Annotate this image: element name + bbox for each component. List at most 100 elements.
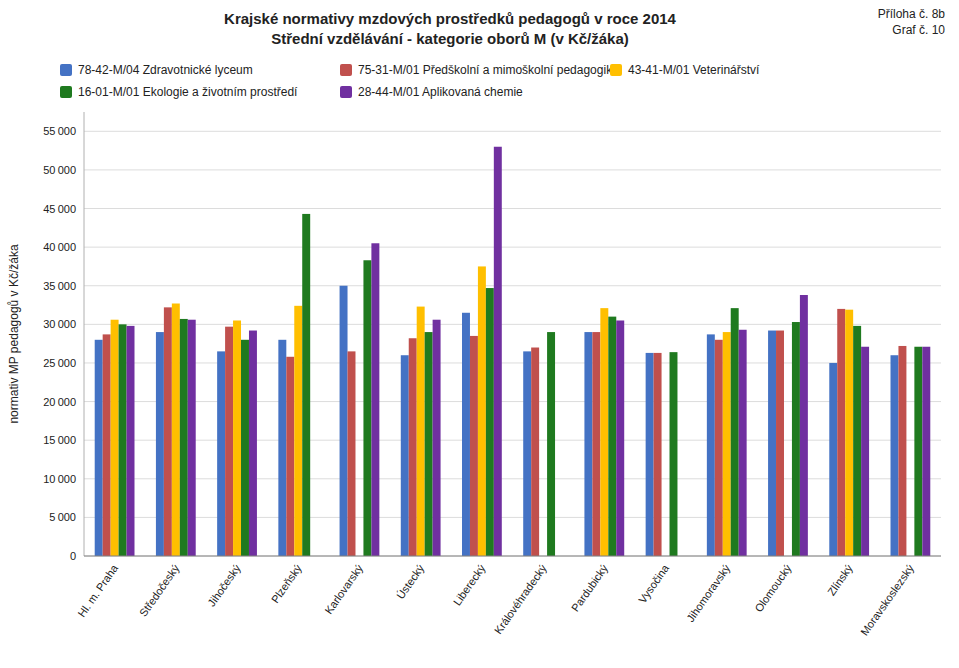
legend-label: 78-42-M/04 Zdravotnické lyceum (78, 63, 253, 77)
bar (861, 347, 869, 556)
grid-line (84, 169, 941, 170)
grid-line (84, 362, 941, 363)
y-axis-label: normativ MP pedagogů v Kč/žáka (7, 244, 21, 424)
bar (217, 351, 225, 556)
bar (486, 288, 494, 556)
grid-line (84, 440, 941, 441)
x-axis-line (84, 556, 941, 557)
bar (470, 336, 478, 556)
bar (898, 346, 906, 556)
legend-label: 75-31-M/01 Předškolní a mimoškolní pedag… (358, 63, 619, 77)
grid-line (84, 517, 941, 518)
bar (914, 347, 922, 556)
x-tick-label: Moravskoslezský (858, 562, 916, 638)
bar (241, 340, 249, 556)
y-tick-label: 35 000 (43, 280, 76, 292)
legend-swatch (610, 64, 622, 76)
bar (103, 334, 111, 556)
x-axis: Hl. m. PrahaStředočeskýJihočeskýPlzeňský… (75, 556, 941, 638)
grid-line (84, 208, 941, 209)
legend: 78-42-M/04 Zdravotnické lyceum 75-31-M/01… (60, 63, 760, 99)
bar (188, 320, 196, 556)
legend-swatch (60, 64, 72, 76)
header-note: Příloha č. 8b (878, 7, 946, 21)
bar (409, 338, 417, 556)
bar (156, 332, 164, 556)
x-tick-label: Vysočina (636, 562, 672, 606)
x-tick-label: Jihočeský (205, 562, 243, 609)
grid-line (84, 324, 941, 325)
bar (417, 307, 425, 556)
x-tick-label: Hl. m. Praha (75, 562, 120, 620)
bar (776, 331, 784, 556)
bar (853, 326, 861, 556)
y-axis-line (84, 112, 85, 556)
y-tick-label: 20 000 (43, 396, 76, 408)
legend-label: 16-01-M/01 Ekologie a životním prostředí (78, 85, 298, 99)
y-tick-label: 15 000 (43, 434, 76, 446)
y-tick-label: 5 000 (49, 511, 76, 523)
bar (523, 351, 531, 556)
bar (119, 324, 127, 556)
bar (425, 332, 433, 556)
y-tick-label: 0 (70, 550, 76, 562)
bar (608, 317, 616, 556)
bar (731, 308, 739, 556)
series (119, 214, 923, 556)
y-tick-label: 10 000 (43, 473, 76, 485)
x-tick-label: Plzeňský (269, 562, 304, 605)
y-tick-label: 30 000 (43, 318, 76, 330)
bar (922, 347, 930, 556)
x-tick-label: Královéhradecký (492, 562, 549, 636)
bar (127, 326, 135, 556)
bar (646, 353, 654, 556)
bar (654, 353, 662, 556)
bar (723, 332, 731, 556)
bar (494, 147, 502, 556)
grid-line (84, 131, 941, 132)
legend-swatch (340, 64, 352, 76)
y-tick-label: 45 000 (43, 203, 76, 215)
bar (401, 355, 409, 556)
chart: Krajské normativy mzdových prostředků pe… (0, 0, 959, 668)
legend-swatch (340, 86, 352, 98)
x-tick-label: Zlínský (825, 562, 855, 598)
grid-line (84, 478, 941, 479)
bar (715, 340, 723, 556)
x-tick-label: Jihomoravský (684, 562, 733, 624)
bar (890, 355, 898, 556)
bar (600, 308, 608, 556)
bar (584, 332, 592, 556)
bar (531, 348, 539, 556)
series (103, 307, 907, 556)
legend-swatch (60, 86, 72, 98)
bar (233, 320, 241, 556)
bars (95, 147, 931, 556)
bar (95, 340, 103, 556)
y-axis: 0 5 000 10 000 15 000 20 000 25 000 30 000 35 0… (43, 112, 941, 562)
bar (768, 331, 776, 556)
bar (547, 332, 555, 556)
bar (837, 309, 845, 556)
bar (111, 320, 119, 556)
header-note: Graf č. 10 (892, 23, 945, 37)
bar (792, 322, 800, 556)
y-tick-label: 55 000 (43, 125, 76, 137)
bar (172, 303, 180, 556)
bar (739, 330, 747, 556)
bar (592, 332, 600, 556)
bar (371, 243, 379, 556)
bar (294, 306, 302, 556)
y-tick-label: 25 000 (43, 357, 76, 369)
bar (164, 307, 172, 556)
bar (845, 310, 853, 556)
bar (616, 320, 624, 556)
grid-line (84, 285, 941, 286)
bar (462, 313, 470, 556)
x-tick-label: Karlovarský (322, 562, 365, 616)
bar (225, 327, 233, 556)
x-tick-label: Pardubický (569, 562, 610, 614)
legend-label: 28-44-M/01 Aplikovaná chemie (358, 85, 523, 99)
grid-line (84, 247, 941, 248)
bar (707, 334, 715, 556)
